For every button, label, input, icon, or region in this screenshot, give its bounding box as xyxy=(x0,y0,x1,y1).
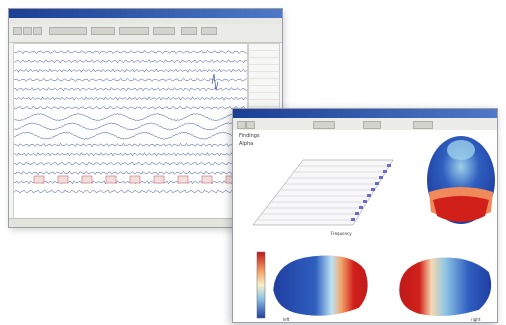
channel-list-item[interactable] xyxy=(249,86,279,93)
eeg-channel-trace xyxy=(14,189,247,194)
eeg-channel-trace xyxy=(14,59,247,64)
toolbar-field[interactable] xyxy=(49,27,87,35)
eeg-channel-trace xyxy=(14,161,247,166)
map-graphics: Frequency left right xyxy=(252,136,495,322)
event-marker[interactable] xyxy=(81,175,93,184)
toolbar-button-icon[interactable] xyxy=(13,27,22,35)
eeg-channel-trace xyxy=(14,87,247,92)
spectrum-marker xyxy=(371,188,375,191)
event-marker[interactable] xyxy=(33,175,45,184)
waterfall-frame xyxy=(252,159,394,226)
brain-lateral-right[interactable] xyxy=(398,257,492,317)
channel-list-item[interactable] xyxy=(249,72,279,79)
channel-list-item[interactable] xyxy=(249,100,279,107)
event-marker[interactable] xyxy=(201,175,213,184)
channel-list-item[interactable] xyxy=(249,93,279,100)
channel-list-item[interactable] xyxy=(249,65,279,72)
toolbar-field[interactable] xyxy=(153,27,175,35)
eeg-titlebar[interactable] xyxy=(9,9,282,18)
eeg-channel-trace xyxy=(14,142,247,148)
eeg-channel-trace xyxy=(14,77,247,82)
map-subheader-label: Alpha xyxy=(239,141,254,147)
eeg-channel-trace xyxy=(14,122,247,131)
map-content: Findings Alpha xyxy=(233,130,497,322)
spectrum-marker xyxy=(383,170,387,173)
eeg-toolbar xyxy=(9,24,282,43)
map-header-label: Findings xyxy=(239,133,260,139)
scale-bar-icon xyxy=(256,251,266,319)
head-top-map[interactable] xyxy=(427,136,495,224)
eeg-channel-trace xyxy=(14,105,247,110)
event-marker[interactable] xyxy=(153,175,165,184)
toolbar-field[interactable] xyxy=(119,27,149,35)
spectrum-marker xyxy=(351,218,355,221)
waterfall-caption: Frequency xyxy=(331,231,352,236)
eeg-channel-trace xyxy=(14,112,247,122)
toolbar-button-icon[interactable] xyxy=(246,121,255,129)
spectrum-marker xyxy=(387,164,391,167)
event-marker[interactable] xyxy=(105,175,117,184)
spectrum-marker xyxy=(375,182,379,185)
spike-artifact xyxy=(211,73,219,91)
toolbar-field[interactable] xyxy=(91,27,115,35)
lateral-right-label: right xyxy=(471,317,481,322)
waterfall-plot[interactable] xyxy=(252,159,394,226)
channel-list-item[interactable] xyxy=(249,79,279,86)
toolbar-button-icon[interactable] xyxy=(237,121,246,129)
channel-list-item[interactable] xyxy=(249,51,279,58)
toolbar-field[interactable] xyxy=(181,27,197,35)
eeg-channel-trace xyxy=(14,96,247,101)
eeg-channel-trace xyxy=(14,170,247,176)
toolbar-field[interactable] xyxy=(313,121,335,129)
spectrum-marker xyxy=(379,176,383,179)
eeg-channel-trace xyxy=(14,152,247,157)
event-marker[interactable] xyxy=(177,175,189,184)
event-marker[interactable] xyxy=(129,175,141,184)
spectrum-marker xyxy=(367,194,371,197)
brain-map-window: Findings Alpha xyxy=(232,108,498,323)
brain-lateral-left[interactable] xyxy=(272,255,369,317)
spectrum-marker xyxy=(355,212,359,215)
toolbar-field[interactable] xyxy=(363,121,381,129)
eeg-channel-trace xyxy=(14,68,247,73)
event-marker[interactable] xyxy=(57,175,69,184)
lateral-left-label: left xyxy=(283,317,290,322)
toolbar-field[interactable] xyxy=(413,121,433,129)
toolbar-button-icon[interactable] xyxy=(33,27,42,35)
toolbar-button-icon[interactable] xyxy=(23,27,32,35)
spectrum-marker xyxy=(359,206,363,209)
eeg-channel-trace xyxy=(14,49,247,55)
channel-list-item[interactable] xyxy=(249,58,279,65)
eeg-channel-trace xyxy=(14,131,247,140)
toolbar-field[interactable] xyxy=(201,27,217,35)
spectrum-marker xyxy=(363,200,367,203)
eeg-statusbar xyxy=(9,218,282,227)
channel-list-item[interactable] xyxy=(249,44,279,51)
eeg-traces xyxy=(14,49,247,194)
map-titlebar[interactable] xyxy=(233,109,497,118)
eeg-trace-area[interactable] xyxy=(13,43,248,219)
